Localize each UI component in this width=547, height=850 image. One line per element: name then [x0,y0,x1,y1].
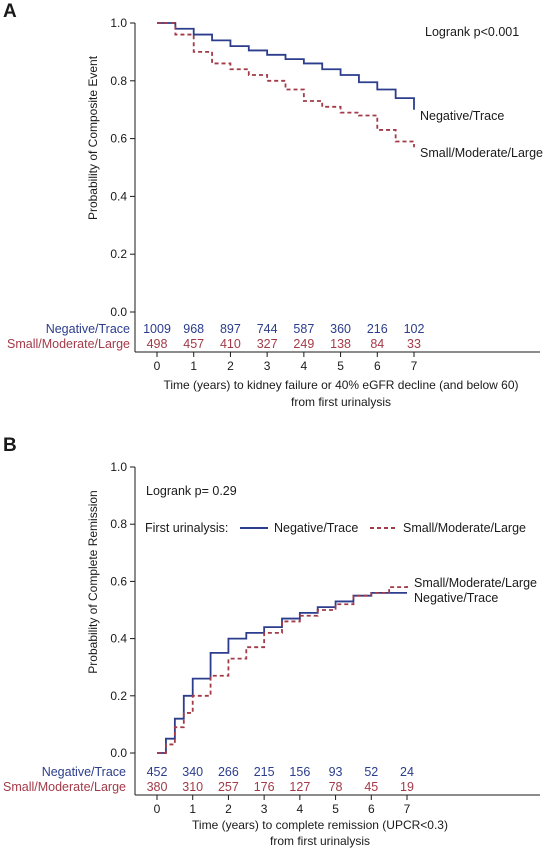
panel-b-letter: B [3,435,17,456]
panel-a-risk-count: 84 [370,337,384,351]
panel-a-x-axis-label-line1: Time (years) to kidney failure or 40% eG… [163,378,518,392]
panel-a-y-ticks: 0.0 0.2 0.4 0.6 0.8 1.0 [110,16,135,319]
panel-a-risk-count: 360 [330,322,351,336]
panel-b-curves [157,584,408,754]
panel-a-x-axis-label-line2: from first urinalysis [291,395,391,409]
panel-b-x-tick-label: 6 [368,802,375,816]
panel-b-risk-count: 257 [218,780,239,794]
panel-b-curve-negative-trace [157,591,407,754]
panel-a-logrank-annotation: Logrank p<0.001 [425,25,519,39]
panel-a-risk-count: 1009 [143,322,171,336]
panel-b-legend-title: First urinalysis: [145,521,228,535]
panel-a-risk-count: 744 [257,322,278,336]
panel-a-letter: A [3,1,17,22]
panel-a-risk-count: 498 [147,337,168,351]
panel-b-risk-count: 340 [182,765,203,779]
panel-a-y-tick-label: 0.6 [110,132,127,146]
panel-a-risk-count: 587 [293,322,314,336]
panel-a-curve-negative-trace [157,22,415,110]
panel-a-label-negative-trace: Negative/Trace [420,109,504,123]
panel-b-y-tick-label: 1.0 [110,460,127,474]
panel-a-y-tick-label: 0.4 [110,189,127,203]
panel-a-y-tick-label: 0.8 [110,74,127,88]
panel-a-risk-count: 410 [220,337,241,351]
panel-b-x-axis-label-line2: from first urinalysis [270,834,370,848]
panel-a-risk-count: 138 [330,337,351,351]
panel-b-legend: First urinalysis: Negative/Trace Small/M… [145,521,526,535]
panel-a-x-ticks: 0 1 2 3 4 5 6 7 [154,352,418,373]
panel-b-risk-count: 24 [400,765,414,779]
panel-b-y-tick-label: 0.8 [110,517,127,531]
panel-b-risk-count: 215 [254,765,275,779]
panel-a-risk-count: 968 [183,322,204,336]
panel-b-x-tick-label: 7 [404,802,411,816]
panel-b-x-tick-label: 5 [332,802,339,816]
panel-b-x-ticks: 0 1 2 3 4 5 6 7 [154,795,411,816]
panel-b-label-negative-trace: Negative/Trace [414,591,498,605]
panel-a-risk-count: 327 [257,337,278,351]
panel-a-x-tick-label: 6 [374,359,381,373]
panel-a-x-tick-label: 4 [301,359,308,373]
panel-a-x-tick-label: 5 [337,359,344,373]
panel-b-x-axis-label-line1: Time (years) to complete remission (UPCR… [192,818,448,832]
panel-b-risk-count: 380 [147,780,168,794]
panel-b-logrank-annotation: Logrank p= 0.29 [146,484,237,498]
panel-b-x-tick-label: 4 [297,802,304,816]
panel-b-risk-count: 266 [218,765,239,779]
panel-a-y-tick-label: 1.0 [110,16,127,30]
panel-b-legend-label-negative-trace: Negative/Trace [274,521,358,535]
panel-b-risk-count: 127 [289,780,310,794]
panel-a-curves [157,22,415,148]
panel-a: A 0.0 0.2 0.4 0.6 0.8 1.0 0 1 2 3 4 5 6 7 Probabilit… [3,1,543,409]
panel-a-risk-count: 33 [407,337,421,351]
panel-b-label-small-moderate-large: Small/Moderate/Large [414,576,537,590]
panel-a-x-tick-label: 3 [264,359,271,373]
panel-b-risk-count: 52 [364,765,378,779]
panel-a-x-tick-label: 0 [154,359,161,373]
panel-b-legend-label-small-moderate-large: Small/Moderate/Large [403,521,526,535]
panel-b-y-tick-label: 0.6 [110,574,127,588]
panel-b-y-axis-label: Probability of Complete Remission [86,490,100,673]
panel-b-y-tick-label: 0.2 [110,689,127,703]
panel-b-x-tick-label: 3 [261,802,268,816]
panel-a-curve-small-moderate-large [157,22,415,148]
panel-b-risk-count: 78 [329,780,343,794]
panel-a-risk-row-label-small-moderate-large: Small/Moderate/Large [7,337,130,351]
panel-a-x-tick-label: 2 [227,359,234,373]
panel-b-y-tick-label: 0.4 [110,632,127,646]
panel-a-label-small-moderate-large: Small/Moderate/Large [420,146,543,160]
panel-b-number-at-risk: 452 340 266 215 156 93 52 24 380 310 257 176 127 78 45… [147,765,414,794]
panel-a-risk-count: 457 [183,337,204,351]
panel-b-risk-count: 19 [400,780,414,794]
panel-b-risk-row-label-negative-trace: Negative/Trace [42,765,126,779]
panel-a-y-axis-label: Probability of Composite Event [86,55,100,220]
panel-a-x-tick-label: 1 [190,359,197,373]
panel-b-risk-count: 310 [182,780,203,794]
panel-b-x-tick-label: 2 [225,802,232,816]
panel-a-risk-row-label-negative-trace: Negative/Trace [46,322,130,336]
panel-b-risk-count: 45 [364,780,378,794]
panel-a-risk-count: 897 [220,322,241,336]
panel-a-risk-count: 216 [367,322,388,336]
panel-a-x-tick-label: 7 [411,359,418,373]
panel-a-risk-count: 249 [293,337,314,351]
panel-b-curve-small-moderate-large [157,584,408,754]
panel-a-y-tick-label: 0.2 [110,247,127,261]
panel-a-risk-count: 102 [404,322,425,336]
panel-b-risk-count: 156 [289,765,310,779]
panel-b-x-tick-label: 0 [154,802,161,816]
panel-b-y-tick-label: 0.0 [110,746,127,760]
panel-a-number-at-risk: 1009 968 897 744 587 360 216 102 498 457 410 327 249… [143,322,424,351]
panel-b-x-tick-label: 1 [189,802,196,816]
panel-b-risk-count: 452 [147,765,168,779]
panel-a-y-tick-label: 0.0 [110,305,127,319]
panel-b-risk-count: 93 [329,765,343,779]
panel-b-risk-row-label-small-moderate-large: Small/Moderate/Large [3,780,126,794]
panel-b-y-ticks: 0.0 0.2 0.4 0.6 0.8 1.0 [110,460,135,760]
panel-b-risk-count: 176 [254,780,275,794]
